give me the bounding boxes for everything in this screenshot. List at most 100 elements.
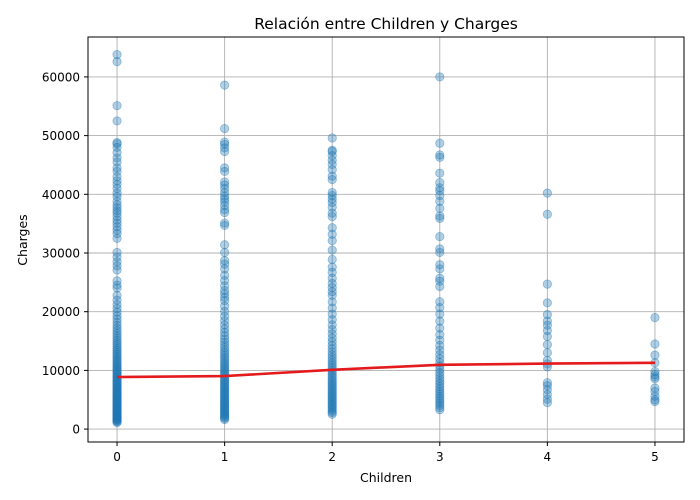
- scatter-point: [650, 374, 660, 384]
- scatter-point: [112, 413, 122, 423]
- scatter-point: [112, 392, 122, 402]
- scatter-point: [220, 401, 230, 411]
- scatter-point: [112, 380, 122, 390]
- scatter-point: [327, 391, 337, 401]
- scatter-point: [327, 393, 337, 403]
- scatter-point: [220, 256, 230, 266]
- scatter-point: [327, 229, 337, 239]
- scatter-point: [112, 401, 122, 411]
- scatter-point: [112, 166, 122, 177]
- scatter-point: [542, 398, 552, 408]
- scatter-point: [542, 188, 552, 198]
- scatter-point: [220, 324, 230, 334]
- scatter-point: [112, 414, 122, 424]
- scatter-point: [542, 298, 552, 308]
- scatter-point: [112, 218, 122, 228]
- scatter-point: [327, 202, 337, 212]
- scatter-point: [112, 257, 122, 267]
- scatter-point: [112, 403, 122, 413]
- scatter-point: [112, 57, 122, 67]
- scatter-point: [435, 186, 445, 196]
- y-tick-label: 50000: [42, 129, 80, 143]
- scatter-point: [435, 376, 445, 386]
- scatter-point: [327, 262, 337, 272]
- scatter-point: [327, 309, 337, 319]
- scatter-point: [327, 150, 337, 161]
- scatter-point: [220, 388, 230, 398]
- scatter-point: [112, 384, 122, 395]
- scatter-point: [542, 378, 552, 388]
- scatter-point: [112, 357, 122, 368]
- scatter-point: [112, 196, 122, 206]
- scatter-point: [327, 373, 337, 383]
- scatter-point: [220, 396, 230, 406]
- scatter-point: [112, 347, 122, 358]
- scatter-point: [112, 395, 122, 405]
- scatter-point: [112, 414, 122, 425]
- scatter-point: [220, 383, 230, 394]
- scatter-point: [327, 236, 337, 246]
- scatter-point: [220, 331, 230, 341]
- scatter-point: [435, 247, 445, 258]
- scatter-point: [112, 360, 122, 371]
- scatter-point: [542, 381, 552, 391]
- scatter-point: [112, 408, 122, 418]
- scatter-point: [327, 403, 337, 413]
- scatter-point: [220, 364, 230, 374]
- scatter-point: [112, 349, 122, 359]
- scatter-point: [112, 101, 122, 111]
- scatter-point: [327, 389, 337, 400]
- scatter-point: [112, 192, 122, 202]
- scatter-point: [220, 405, 230, 415]
- scatter-point: [327, 315, 337, 325]
- scatter-point: [220, 345, 230, 355]
- scatter-point: [542, 320, 552, 330]
- scatter-point: [112, 331, 122, 341]
- scatter-point: [220, 311, 230, 321]
- scatter-point: [112, 399, 122, 409]
- scatter-point: [327, 273, 337, 283]
- scatter-point: [112, 346, 122, 356]
- scatter-point: [112, 398, 122, 408]
- scatter-point: [327, 337, 337, 347]
- scatter-point: [435, 190, 445, 201]
- scatter-point: [650, 383, 660, 393]
- scatter-point: [112, 378, 122, 388]
- scatter-point: [435, 402, 445, 413]
- scatter-point: [327, 320, 337, 330]
- scatter-point: [327, 267, 337, 277]
- scatter-point: [542, 385, 552, 395]
- scatter-point: [112, 208, 122, 218]
- scatter-point: [435, 281, 445, 292]
- chart-title: Relación entre Children y Charges: [254, 15, 518, 33]
- scatter-point: [327, 340, 337, 350]
- scatter-point: [112, 221, 122, 232]
- scatter-point: [220, 180, 230, 190]
- scatter-point: [327, 278, 337, 289]
- scatter-point: [435, 231, 445, 242]
- scatter-point: [112, 148, 122, 158]
- scatter-point: [112, 303, 122, 314]
- scatter-point: [112, 388, 122, 398]
- scatter-point: [327, 254, 337, 265]
- scatter-point: [435, 386, 445, 397]
- scatter-point: [327, 408, 337, 418]
- scatter-point: [650, 312, 660, 323]
- scatter-point: [435, 384, 445, 394]
- scatter-point: [220, 411, 230, 421]
- scatter-point: [220, 187, 230, 198]
- scatter-point: [220, 163, 230, 173]
- scatter-point: [542, 209, 552, 219]
- scatter-point: [435, 345, 445, 355]
- scatter-point: [112, 416, 122, 426]
- scatter-point: [112, 299, 122, 310]
- scatter-point: [220, 316, 230, 326]
- scatter-point: [112, 342, 122, 352]
- scatter-point: [112, 390, 122, 400]
- scatter-point: [435, 196, 445, 206]
- scatter-point: [435, 309, 445, 319]
- scatter-point: [112, 397, 122, 408]
- scatter-point: [435, 340, 445, 351]
- scatter-point: [435, 260, 445, 270]
